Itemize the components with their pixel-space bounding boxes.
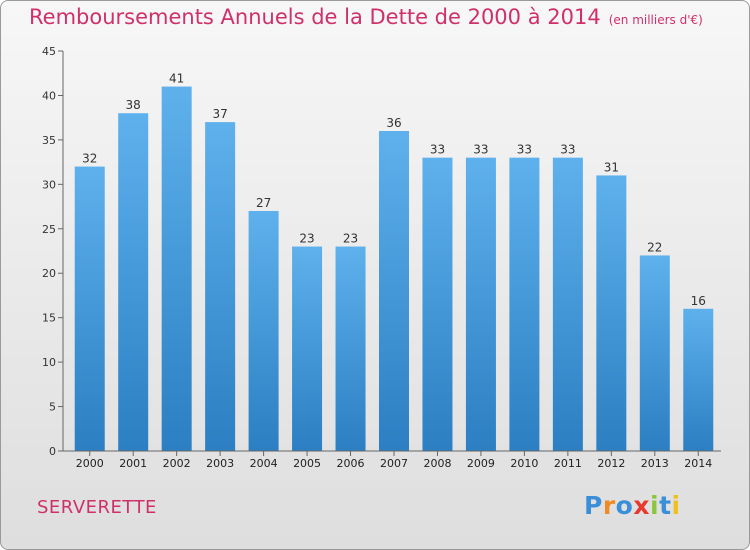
bars: 32 38 41 37 27 23 23 36 33 33 33 33 31 22 16: [74, 72, 714, 452]
bar-value-label: 36: [386, 116, 401, 130]
bar-2001: [118, 113, 149, 451]
y-tick-label: 40: [42, 89, 56, 102]
bar-2012: [596, 175, 627, 451]
x-tick-label: 2004: [250, 457, 278, 470]
y-tick-label: 0: [49, 445, 56, 458]
x-tick-label: 2008: [423, 457, 451, 470]
bar-2007: [379, 131, 409, 451]
bar-value-label: 37: [212, 107, 227, 121]
y-tick-label: 10: [42, 356, 56, 369]
bar-value-label: 41: [169, 72, 184, 86]
bar-2003: [205, 122, 236, 451]
bar-value-label: 23: [343, 232, 358, 246]
x-tick-label: 2009: [467, 457, 495, 470]
chart-title: Remboursements Annuels de la Dette de 20…: [29, 5, 703, 29]
bar-value-label: 16: [691, 294, 706, 308]
x-tick-label: 2001: [119, 457, 147, 470]
bar-value-label: 33: [560, 143, 575, 157]
commune-name: SERVERETTE: [37, 497, 157, 518]
logo-letter: P: [584, 491, 603, 520]
x-tick-label: 2010: [510, 457, 538, 470]
bar-2002: [161, 86, 192, 452]
y-tick-label: 15: [42, 312, 56, 325]
y-axis: 0 5 10 15 20 25 30 35 40 45: [42, 45, 64, 458]
bar-2011: [552, 157, 583, 451]
bar-2010: [509, 157, 540, 451]
logo-letter: i: [650, 491, 660, 520]
x-tick-label: 2012: [597, 457, 625, 470]
x-tick-label: 2011: [554, 457, 582, 470]
bar-value-label: 32: [82, 152, 97, 166]
x-tick-label: 2000: [76, 457, 104, 470]
y-tick-label: 45: [42, 45, 56, 58]
bar-value-label: 33: [473, 143, 488, 157]
bar-2014: [683, 308, 714, 451]
x-tick-label: 2014: [684, 457, 712, 470]
y-tick-label: 20: [42, 267, 56, 280]
x-tick-label: 2005: [293, 457, 321, 470]
bar-value-label: 38: [126, 98, 141, 112]
bar-value-label: 33: [517, 143, 532, 157]
y-tick-label: 25: [42, 223, 56, 236]
y-tick-label: 5: [49, 401, 56, 414]
bar-value-label: 33: [430, 143, 445, 157]
chart-title-text: Remboursements Annuels de la Dette de 20…: [29, 5, 601, 29]
bar-2006: [335, 246, 366, 451]
x-tick-label: 2003: [206, 457, 234, 470]
x-tick-label: 2006: [337, 457, 365, 470]
logo-letter: r: [602, 491, 616, 520]
logo-letter: x: [633, 491, 650, 520]
bar-value-label: 27: [256, 196, 271, 210]
y-tick-label: 35: [42, 134, 56, 147]
logo-letter: t: [659, 491, 672, 520]
x-tick-label: 2013: [641, 457, 669, 470]
x-tick-label: 2002: [163, 457, 191, 470]
bar-value-label: 22: [647, 240, 662, 254]
bar-2009: [465, 157, 496, 451]
bar-2005: [292, 246, 323, 451]
bar-value-label: 31: [604, 160, 619, 174]
chart-unit-note: (en milliers d'€): [608, 13, 703, 27]
logo-letter: o: [615, 491, 634, 520]
bar-2000: [74, 166, 105, 452]
bar-2013: [639, 255, 670, 451]
x-tick-label: 2007: [380, 457, 408, 470]
y-tick-label: 30: [42, 178, 56, 191]
x-axis: 2000 2001 2002 2003 2004 2005 2006 2007 2008 2009…: [63, 450, 721, 470]
proxiti-logo[interactable]: Proxiti: [584, 491, 681, 520]
bar-2004: [248, 211, 279, 451]
bar-value-label: 23: [299, 232, 314, 246]
logo-letter: i: [671, 491, 681, 520]
bar-2008: [422, 157, 453, 451]
